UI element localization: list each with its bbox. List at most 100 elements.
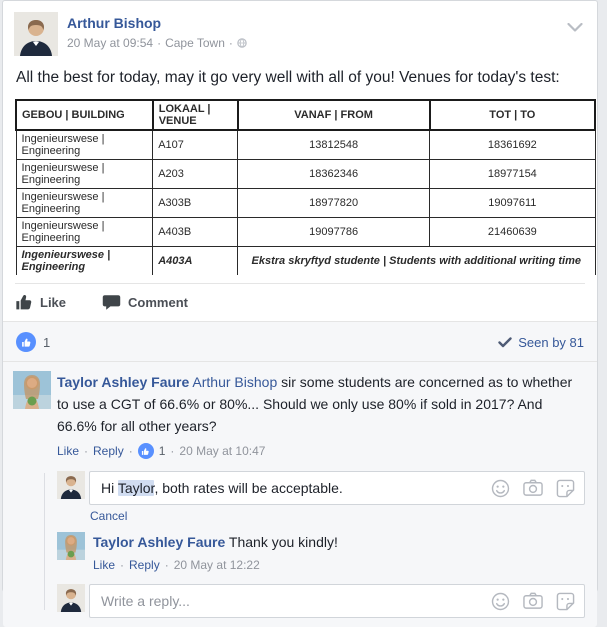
cell-venue: A303B — [152, 188, 239, 218]
meta-separator: · — [128, 444, 133, 458]
cell-venue: A403B — [152, 217, 239, 247]
cell-from: 18977820 — [237, 188, 431, 218]
write-reply-box[interactable] — [89, 584, 585, 618]
composer-icons — [491, 479, 575, 498]
like-button[interactable]: Like — [15, 293, 66, 311]
meta-separator: · — [228, 36, 233, 50]
like-reaction-icon[interactable] — [137, 443, 154, 459]
col-header: LOKAAL | VENUE — [151, 99, 239, 131]
cell-to: 21460639 — [429, 217, 596, 247]
cell-venue: A203 — [152, 159, 239, 189]
comment-body: Taylor Ashley Faure Thank you kindly! Li… — [93, 532, 585, 575]
comment-author-link[interactable]: Taylor Ashley Faure — [57, 374, 190, 390]
arthur-avatar-image — [57, 471, 85, 499]
reply-text-pre: Hi — [101, 480, 118, 496]
comment-author-link[interactable]: Taylor Ashley Faure — [93, 534, 226, 550]
comment-timestamp[interactable]: 20 May at 12:22 — [173, 558, 260, 572]
table-footer-row: Ingenieurswese | Engineering A403A Ekstr… — [15, 246, 596, 275]
cell-building: Ingenieurswese | Engineering — [15, 217, 154, 247]
cell-from: 18362346 — [237, 159, 431, 189]
arthur-avatar-image — [14, 12, 58, 56]
taylor-avatar-image — [57, 532, 85, 560]
col-header: VANAF | FROM — [236, 99, 431, 131]
comment-meta: Like · Reply · 1 · 20 May at 10:47 — [57, 440, 585, 462]
header-text: Arthur Bishop 20 May at 09:54 · Cape Tow… — [67, 12, 247, 56]
cell-note: Ekstra skryftyd studente | Students with… — [237, 246, 596, 275]
reply-comment: Taylor Ashley Faure Thank you kindly! Li… — [57, 532, 585, 575]
thumbs-up-icon — [16, 294, 32, 310]
emoji-icon[interactable] — [491, 479, 510, 498]
write-reply-input[interactable] — [101, 593, 491, 609]
cell-building: Ingenieurswese | Engineering — [15, 188, 154, 218]
cell-building: Ingenieurswese | Engineering — [15, 159, 154, 189]
privacy-icon — [237, 38, 247, 48]
comment-button[interactable]: Comment — [102, 293, 188, 311]
comment-text: Taylor Ashley Faure Thank you kindly! — [93, 532, 585, 552]
mention-link[interactable]: Arthur Bishop — [192, 374, 278, 390]
arthur-avatar-image — [57, 584, 85, 612]
emoji-icon[interactable] — [491, 592, 510, 611]
table-row: Ingenieurswese | Engineering A107 138125… — [15, 129, 596, 160]
cell-to: 18977154 — [429, 159, 596, 189]
camera-icon[interactable] — [523, 592, 543, 610]
cell-to: 18361692 — [429, 129, 596, 160]
col-header: TOT | TO — [428, 99, 597, 131]
reply-thread: Hi Taylor, both rates will be acceptable… — [13, 471, 585, 618]
comment-message: Thank you kindly! — [225, 534, 338, 550]
meta-separator: · — [164, 558, 169, 572]
venues-table[interactable]: GEBOU | BUILDING LOKAAL | VENUE VANAF | … — [15, 99, 597, 275]
meta-separator: · — [157, 36, 162, 50]
comment-reply-link[interactable]: Reply — [93, 444, 124, 458]
avatar[interactable] — [13, 371, 51, 409]
meta-separator: · — [120, 558, 125, 572]
avatar[interactable] — [57, 532, 85, 560]
table-header-row: GEBOU | BUILDING LOKAAL | VENUE VANAF | … — [15, 99, 597, 131]
reply-composer-active: Hi Taylor, both rates will be acceptable… — [57, 471, 585, 531]
post-timestamp[interactable]: 20 May at 09:54 — [67, 36, 154, 50]
comment-timestamp[interactable]: 20 May at 10:47 — [179, 444, 266, 458]
comment: Taylor Ashley Faure Arthur Bishop sir so… — [13, 371, 585, 462]
cell-building: Ingenieurswese | Engineering — [15, 129, 154, 160]
comment-bubble-icon — [102, 295, 121, 310]
comment-message: sir some students are concerned as to wh… — [57, 374, 573, 434]
comment-like-link[interactable]: Like — [57, 444, 80, 458]
seen-by[interactable]: Seen by 81 — [498, 335, 584, 350]
post-location-link[interactable]: Cape Town — [165, 36, 225, 50]
like-count[interactable]: 1 — [43, 334, 51, 350]
post-meta: 20 May at 09:54 · Cape Town · — [67, 36, 247, 50]
stats-row: 1 Seen by 81 — [3, 322, 597, 361]
comment-label: Comment — [128, 294, 188, 310]
like-reaction-icon[interactable] — [16, 332, 36, 352]
reply-composer-empty — [57, 584, 585, 618]
table-row: Ingenieurswese | Engineering A203 183623… — [15, 159, 596, 189]
cell-from: 13812548 — [237, 129, 431, 160]
sticker-icon[interactable] — [556, 592, 575, 611]
sticker-icon[interactable] — [556, 479, 575, 498]
seen-by-label: Seen by 81 — [518, 334, 584, 350]
comments-section: Taylor Ashley Faure Arthur Bishop sir so… — [3, 361, 597, 627]
chevron-down-icon[interactable] — [567, 19, 583, 37]
avatar[interactable] — [14, 12, 58, 56]
comment-reply-link[interactable]: Reply — [129, 558, 160, 572]
comment-body: Taylor Ashley Faure Arthur Bishop sir so… — [57, 371, 585, 462]
taylor-avatar-image — [13, 371, 51, 409]
cell-venue: A107 — [152, 129, 239, 160]
meta-separator: · — [84, 444, 89, 458]
post-header: Arthur Bishop 20 May at 09:54 · Cape Tow… — [3, 1, 597, 62]
camera-icon[interactable] — [523, 479, 543, 497]
col-header: GEBOU | BUILDING — [15, 99, 154, 131]
comment-like-count[interactable]: 1 — [158, 444, 166, 458]
cancel-link[interactable]: Cancel — [90, 509, 128, 523]
checkmark-icon — [498, 336, 512, 347]
action-bar: Like Comment — [15, 283, 585, 321]
comment-like-link[interactable]: Like — [93, 558, 116, 572]
cell-venue: A403A — [152, 246, 239, 275]
post-author-link[interactable]: Arthur Bishop — [67, 15, 162, 31]
avatar[interactable] — [57, 471, 85, 499]
avatar[interactable] — [57, 584, 85, 612]
reply-text-post: , both rates will be acceptable. — [154, 480, 343, 496]
reply-input[interactable]: Hi Taylor, both rates will be acceptable… — [89, 471, 585, 505]
cell-to: 19097611 — [429, 188, 596, 218]
comment-meta: Like · Reply · 20 May at 12:22 — [93, 555, 585, 575]
